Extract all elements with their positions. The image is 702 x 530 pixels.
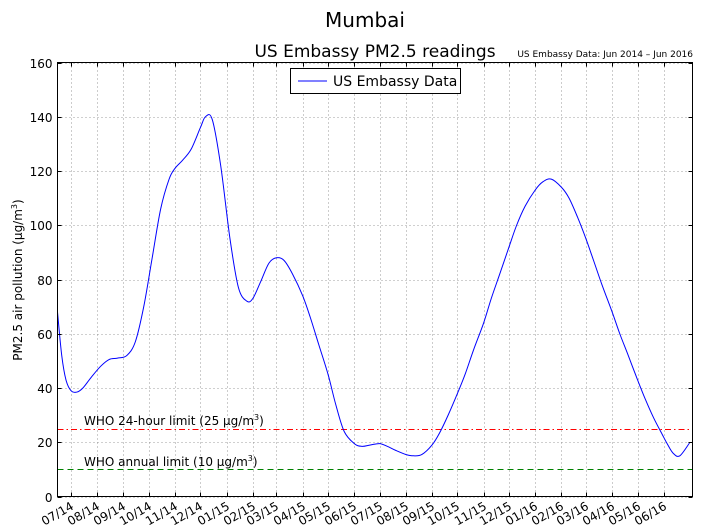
who-annual-label-tail: ) (253, 455, 258, 469)
chart-title: Mumbai (325, 8, 405, 32)
who-24h-label-sup: 3 (254, 413, 259, 422)
y-tick-label: 80 (37, 274, 52, 288)
who-24h-label-main: WHO 24-hour limit (25 µg/m (84, 414, 254, 428)
legend-label-us-embassy: US Embassy Data (333, 74, 457, 90)
reference-lines (57, 429, 693, 470)
y-axis-label-tail: ) (11, 199, 25, 204)
y-tick-label: 120 (30, 165, 53, 179)
chart-subtitle: US Embassy PM2.5 readings (254, 42, 495, 62)
y-tick-label: 0 (45, 491, 53, 505)
y-tick-label: 160 (30, 57, 53, 71)
grid (57, 62, 693, 498)
chart-source-note: US Embassy Data: Jun 2014 – Jun 2016 (517, 50, 693, 60)
who-annual-label-main: WHO annual limit (10 µg/m (84, 455, 248, 469)
series-line-us-embassy (57, 114, 691, 457)
y-tick-label: 100 (30, 219, 53, 233)
who-24h-label-tail: ) (259, 414, 264, 428)
plot-frame (57, 62, 693, 497)
y-tick-label: 140 (30, 111, 53, 125)
y-axis-label: PM2.5 air pollution (µg/m3) (10, 199, 25, 360)
y-tick-label: 40 (37, 382, 52, 396)
axis-ticks: 02040608010012014016007/1408/1409/1410/1… (30, 57, 693, 528)
who-24h-limit-label: WHO 24-hour limit (25 µg/m3) (84, 413, 264, 428)
legend: US Embassy Data (290, 68, 461, 94)
y-axis-label-main: PM2.5 air pollution (µg/m (11, 209, 25, 361)
who-annual-label-sup: 3 (248, 454, 253, 463)
who-annual-limit-label: WHO annual limit (10 µg/m3) (84, 454, 258, 469)
y-tick-label: 20 (37, 436, 52, 450)
y-tick-label: 60 (37, 328, 52, 342)
y-axis-label-sup: 3 (10, 204, 19, 209)
